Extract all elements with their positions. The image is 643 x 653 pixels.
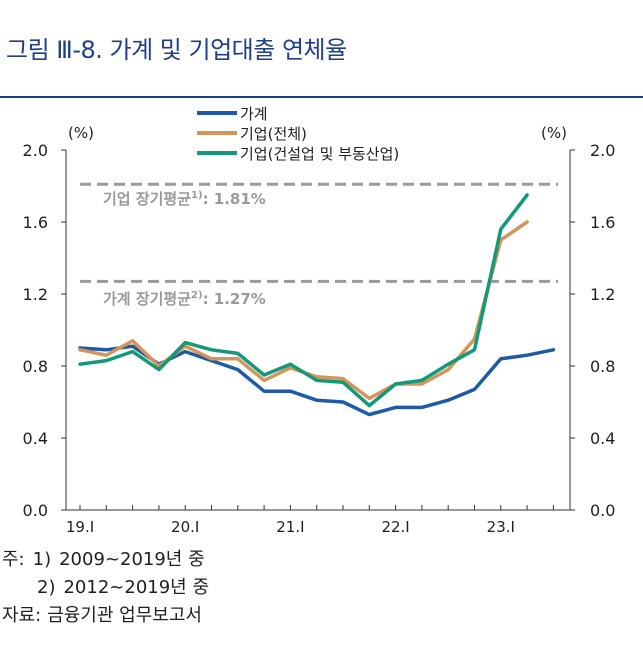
y-tick-label-left: 0.0 <box>23 501 48 520</box>
line-chart: (%) (%) 0.0 0.4 0.8 1.2 1.6 2.0 0.0 0.4 0.8 1.2 1… <box>23 105 616 536</box>
y-tick-label-left: 1.6 <box>23 213 48 232</box>
y-tick-label-left: 2.0 <box>23 141 48 160</box>
x-tick-label: 19.I <box>66 518 94 536</box>
legend-label-corporate-total: 기업(전체) <box>240 125 307 143</box>
y-tick-label-right: 0.4 <box>590 429 615 448</box>
left-unit-label: (%) <box>68 124 94 142</box>
y-axis-right-ticks: 0.0 0.4 0.8 1.2 1.6 2.0 <box>570 141 615 520</box>
note-2: 2) 2012~2019년 중 <box>2 574 209 602</box>
y-tick-label-left: 0.4 <box>23 429 48 448</box>
y-tick-label-right: 1.6 <box>590 213 615 232</box>
source-label: 자료: <box>2 605 42 626</box>
y-tick-label-left: 1.2 <box>23 285 48 304</box>
legend-label-corporate-cre: 기업(건설업 및 부동산업) <box>240 145 399 163</box>
y-tick-label-left: 0.8 <box>23 357 48 376</box>
x-axis-ticks: 19.I 20.I 21.I 22.I 23.I <box>66 505 554 536</box>
corporate-average-value: : 1.81% <box>203 190 266 208</box>
note-1-text: 2009~2019년 중 <box>59 549 205 570</box>
right-unit-label: (%) <box>541 124 567 142</box>
x-tick-label: 23.I <box>487 518 515 536</box>
legend-label-household: 가계 <box>240 105 268 123</box>
y-axis-left-ticks: 0.0 0.4 0.8 1.2 1.6 2.0 <box>23 141 66 520</box>
series-line-corporate-cre <box>78 193 529 408</box>
title-divider <box>0 96 643 98</box>
household-average-value: : 1.27% <box>203 290 266 308</box>
note-2-text: 2012~2019년 중 <box>63 577 210 598</box>
x-tick-label: 22.I <box>381 518 409 536</box>
note-1-number: 1) <box>32 549 52 570</box>
household-average-label: 가계 장기평균2): 1.27% <box>103 290 266 308</box>
corporate-average-text: 기업 장기평균 <box>103 190 191 208</box>
source-note: 자료: 금융기관 업무보고서 <box>2 602 209 630</box>
note-2-number: 2) <box>37 577 56 598</box>
x-tick-label: 20.I <box>171 518 199 536</box>
figure-notes: 주: 1) 2009~2019년 중 2) 2012~2019년 중 자료: 금융기관 … <box>2 546 209 630</box>
y-tick-label-right: 1.2 <box>590 285 615 304</box>
legend: 가계 기업(전체) 기업(건설업 및 부동산업) <box>197 105 399 163</box>
note-1: 주: 1) 2009~2019년 중 <box>2 546 209 574</box>
corporate-average-sup: 1) <box>191 190 203 201</box>
plot-frame <box>65 150 571 511</box>
note-label: 주: <box>2 549 25 570</box>
y-tick-label-right: 0.0 <box>590 501 615 520</box>
y-tick-label-right: 0.8 <box>590 357 615 376</box>
household-average-text: 가계 장기평균 <box>103 290 191 308</box>
corporate-average-label: 기업 장기평균1): 1.81% <box>103 190 266 208</box>
series-lines <box>78 193 556 417</box>
figure-title: 그림 Ⅲ-8. 가계 및 기업대출 연체율 <box>6 36 347 64</box>
y-tick-label-right: 2.0 <box>590 141 615 160</box>
x-tick-label: 21.I <box>276 518 304 536</box>
household-average-sup: 2) <box>191 290 203 301</box>
reference-lines <box>80 182 558 283</box>
source-text: 금융기관 업무보고서 <box>47 605 202 626</box>
